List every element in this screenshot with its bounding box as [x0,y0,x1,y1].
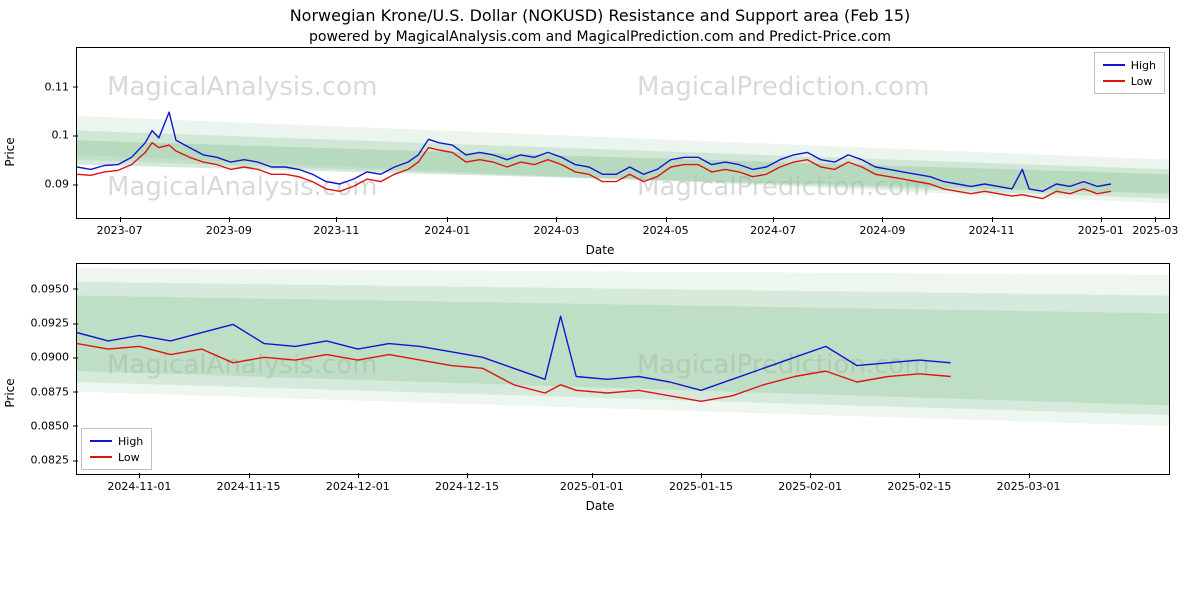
legend-label: Low [118,451,140,464]
y-tick-label: 0.0925 [31,317,78,330]
x-tick-label: 2024-07 [750,218,796,237]
x-tick-label: 2024-11 [969,218,1015,237]
chart-sub-title: powered by MagicalAnalysis.com and Magic… [0,25,1200,47]
legend-label: High [118,435,143,448]
x-tick-label: 2024-12-15 [435,474,499,493]
x-tick-label: 2024-05 [643,218,689,237]
watermark-text: MagicalAnalysis.com [107,350,377,380]
chart-main-title: Norwegian Krone/U.S. Dollar (NOKUSD) Res… [0,0,1200,25]
bottom-plot-area: MagicalAnalysis.com MagicalPrediction.co… [76,263,1170,475]
top-plot-area: MagicalAnalysis.com MagicalPrediction.co… [76,47,1170,219]
x-tick-label: 2025-01-01 [560,474,624,493]
x-tick-label: 2024-09 [859,218,905,237]
x-tick-label: 2023-07 [97,218,143,237]
legend-item-high: High [90,433,143,449]
x-tick-label: 2025-01 [1078,218,1124,237]
y-tick-label: 0.0875 [31,385,78,398]
x-tick-label: 2025-03 [1132,218,1178,237]
y-tick-label: 0.1 [52,129,78,142]
watermark-text: MagicalPrediction.com [637,172,930,202]
y-tick-label: 0.0950 [31,282,78,295]
watermark-text: MagicalPrediction.com [637,350,930,380]
legend-label: High [1131,59,1156,72]
watermark-text: MagicalAnalysis.com [107,72,377,102]
x-tick-label: 2025-01-15 [669,474,733,493]
bottom-chart: Price MagicalAnalysis.com MagicalPredict… [0,263,1200,523]
y-axis-label: Price [3,137,17,166]
x-tick-label: 2024-03 [533,218,579,237]
watermark-text: MagicalPrediction.com [637,72,930,102]
legend-item-high: High [1103,57,1156,73]
legend: High Low [1094,52,1165,94]
x-tick-label: 2024-11-15 [217,474,281,493]
x-tick-label: 2024-11-01 [107,474,171,493]
x-tick-label: 2024-12-01 [326,474,390,493]
legend-label: Low [1131,75,1153,88]
legend: High Low [81,428,152,470]
top-chart: Price MagicalAnalysis.com MagicalPredict… [0,47,1200,257]
x-axis-label: Date [0,243,1200,257]
y-tick-label: 0.0825 [31,454,78,467]
legend-item-low: Low [1103,73,1156,89]
y-tick-label: 0.0900 [31,351,78,364]
watermark-text: MagicalAnalysis.com [107,172,377,202]
x-tick-label: 2024-01 [424,218,470,237]
y-tick-label: 0.09 [45,178,78,191]
x-tick-label: 2025-02-01 [778,474,842,493]
y-tick-label: 0.0850 [31,419,78,432]
x-tick-label: 2023-09 [206,218,252,237]
x-tick-label: 2025-03-01 [997,474,1061,493]
x-tick-label: 2023-11 [313,218,359,237]
y-axis-label: Price [3,378,17,407]
x-axis-label: Date [0,499,1200,513]
x-tick-label: 2025-02-15 [887,474,951,493]
legend-item-low: Low [90,449,143,465]
y-tick-label: 0.11 [45,80,78,93]
